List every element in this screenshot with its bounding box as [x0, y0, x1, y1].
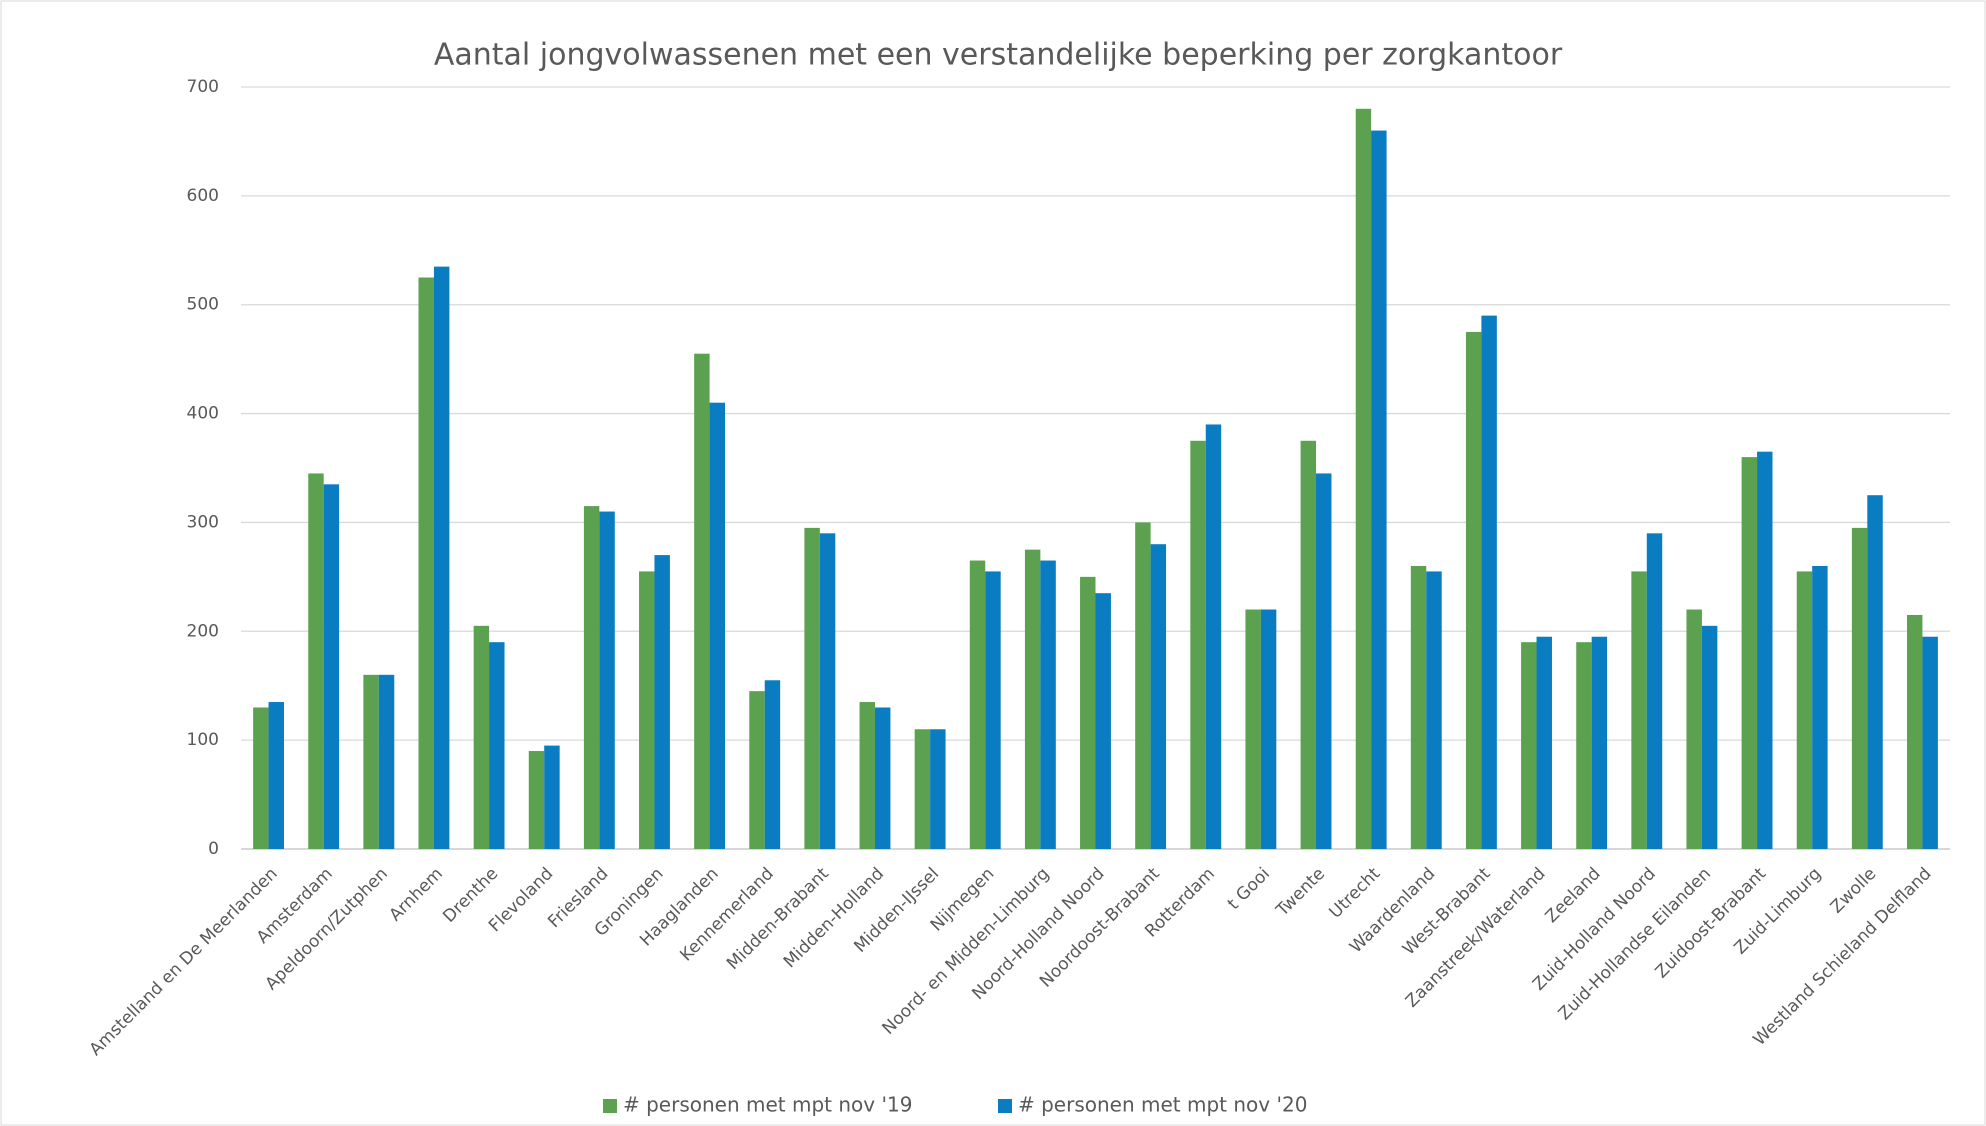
y-tick-label: 0 [208, 839, 219, 859]
bar [253, 707, 269, 849]
bar [1686, 609, 1702, 849]
bar [1371, 130, 1387, 850]
y-tick-label: 600 [187, 186, 219, 206]
y-tick-label: 100 [187, 730, 219, 750]
legend-swatch [603, 1099, 617, 1113]
bar [985, 571, 1001, 849]
bar [859, 702, 875, 849]
bar [1355, 108, 1372, 850]
bar [1536, 636, 1552, 849]
bar [930, 729, 946, 849]
bar [599, 511, 615, 849]
bar [694, 353, 710, 849]
bar [544, 745, 560, 849]
bar [1150, 544, 1167, 849]
x-tick-label: t Gooi [1224, 864, 1274, 914]
bar [1024, 549, 1041, 849]
bar [1631, 571, 1647, 849]
bar [1260, 609, 1277, 849]
bar [378, 674, 395, 849]
bar [433, 266, 450, 850]
legend-swatch [998, 1099, 1012, 1113]
bar [804, 527, 820, 849]
bar [1521, 642, 1537, 849]
bar [914, 729, 931, 849]
bar [1812, 565, 1828, 849]
bar [1300, 440, 1317, 849]
bar [323, 484, 340, 849]
y-tick-label: 200 [187, 621, 219, 641]
bar [1922, 636, 1938, 849]
legend-label: # personen met mpt nov '20 [1018, 1093, 1307, 1117]
bar [764, 680, 781, 849]
bar [1095, 593, 1111, 849]
bar [1410, 565, 1427, 849]
x-tick-label: Zwolle [1827, 864, 1881, 918]
bar [969, 560, 986, 849]
bar [1205, 424, 1222, 849]
bar [1426, 571, 1442, 849]
bar [1796, 571, 1813, 849]
bar [1757, 451, 1773, 849]
bar [749, 691, 765, 849]
legend-label: # personen met mpt nov '19 [623, 1093, 912, 1117]
bar [583, 506, 600, 849]
bar [528, 751, 545, 849]
bar [1245, 609, 1261, 849]
x-tick-label: Amstelland en De Meerlanden [86, 864, 282, 1060]
bar [1741, 457, 1758, 849]
bar [363, 674, 379, 849]
bar [1851, 527, 1868, 849]
x-tick-label: Kennemerland [676, 864, 777, 965]
y-tick-label: 400 [187, 404, 219, 424]
bar [1465, 331, 1482, 849]
bar [1576, 642, 1592, 849]
x-tick-label: Arnhem [386, 864, 447, 925]
bar [308, 473, 324, 849]
x-tick-label: Twente [1272, 864, 1329, 921]
bar [1190, 440, 1206, 849]
x-tick-label: Midden-Brabant [723, 864, 833, 974]
bar [268, 702, 285, 849]
bar [1646, 533, 1663, 849]
bar [1481, 315, 1497, 850]
bar [1867, 495, 1883, 849]
y-tick-label: 300 [187, 512, 219, 532]
bar [1040, 560, 1056, 849]
x-tick-label: Midden-Holland [780, 864, 888, 972]
bar [819, 533, 836, 849]
bar [473, 625, 490, 849]
bar [654, 555, 670, 849]
bar [489, 642, 505, 849]
y-tick-label: 500 [187, 295, 219, 315]
bar [1701, 625, 1718, 849]
bar [709, 402, 726, 849]
bar [1906, 614, 1923, 849]
bar [639, 571, 655, 849]
bar [1135, 522, 1151, 849]
y-tick-label: 700 [187, 77, 219, 97]
chart-title: Aantal jongvolwassenen met een verstande… [434, 38, 1563, 73]
bar [418, 277, 434, 849]
bar [1316, 473, 1332, 849]
bar [1591, 636, 1608, 849]
bar [874, 707, 891, 849]
bar [1080, 576, 1096, 849]
